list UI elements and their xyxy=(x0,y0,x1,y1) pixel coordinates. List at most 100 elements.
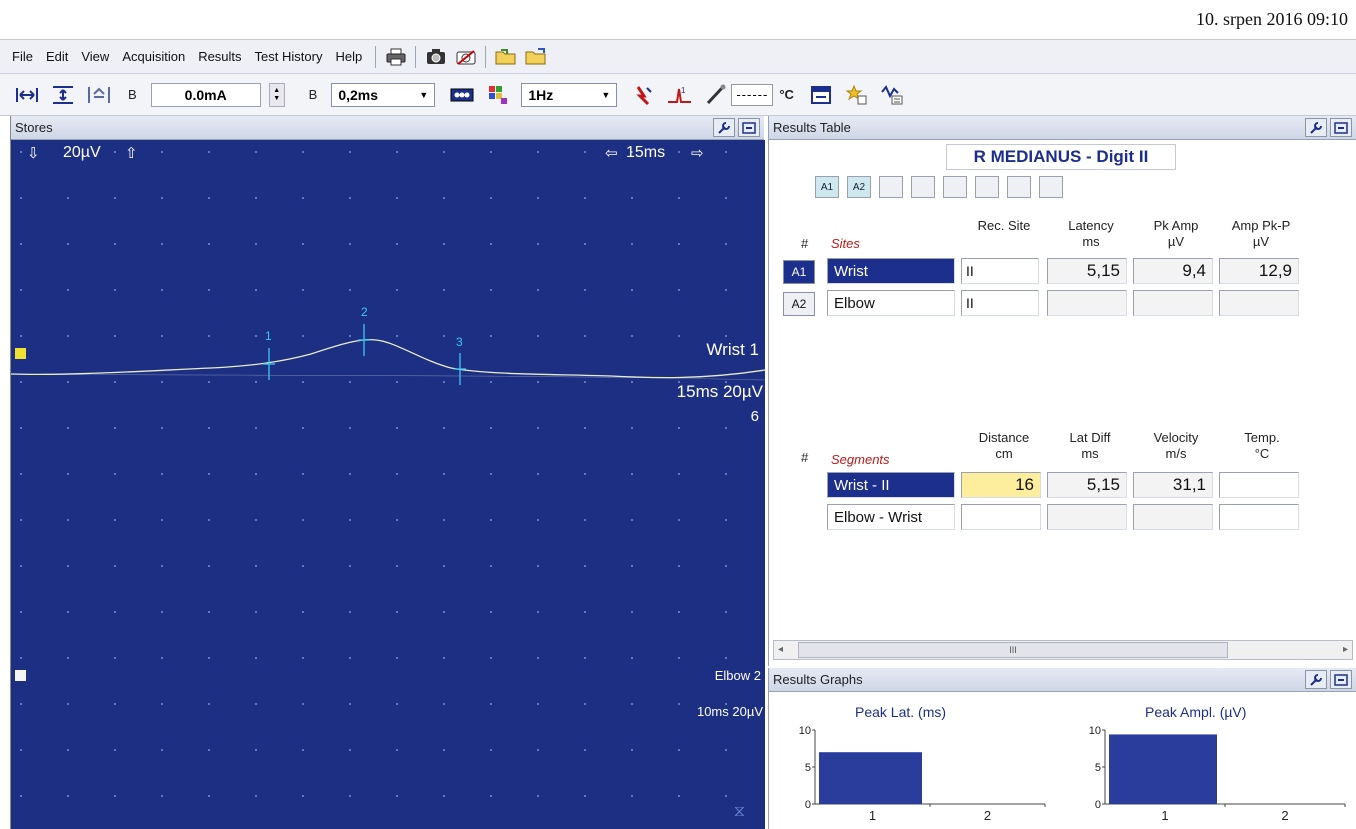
stepper-down-icon[interactable]: ▼ xyxy=(273,94,281,102)
menu-acquisition[interactable]: Acquisition xyxy=(122,49,186,64)
menu-help[interactable]: Help xyxy=(335,49,363,64)
vertical-cursor-icon[interactable] xyxy=(50,83,76,107)
grid-dot xyxy=(678,381,680,383)
printer-icon[interactable] xyxy=(385,47,407,67)
trace-2-selector[interactable] xyxy=(15,670,26,681)
site-name-cell[interactable]: Elbow xyxy=(827,290,955,316)
segment-name-cell[interactable]: Wrist - II xyxy=(827,472,955,498)
panel-menu-icon[interactable] xyxy=(738,118,760,137)
temperature-unit: °C xyxy=(779,87,794,102)
segment-name-cell[interactable]: Elbow - Wrist xyxy=(827,504,955,530)
temp-cell[interactable] xyxy=(1219,472,1299,498)
x-tick-label: 1 xyxy=(1161,808,1168,823)
marker-empty-button[interactable] xyxy=(1007,176,1031,198)
grid-dot xyxy=(67,611,69,613)
grid-dot xyxy=(302,289,304,291)
sensitivity-up-icon[interactable]: ⇧ xyxy=(125,145,138,162)
stimulate-icon[interactable] xyxy=(631,83,657,107)
marker-empty-button[interactable] xyxy=(975,176,999,198)
panel-menu-icon[interactable] xyxy=(1330,118,1352,137)
distance-cell[interactable]: 16 xyxy=(961,472,1041,498)
distance-cell[interactable] xyxy=(961,504,1041,530)
marker-empty-button[interactable] xyxy=(1039,176,1063,198)
grid-dot xyxy=(161,381,163,383)
grid-dot xyxy=(208,335,210,337)
menu-bar: File Edit View Acquisition Results Test … xyxy=(0,40,1356,74)
scroll-left-icon[interactable]: ◂ xyxy=(778,644,784,655)
temp-cell[interactable] xyxy=(1219,504,1299,530)
grid-dot xyxy=(631,519,633,521)
grid-dot xyxy=(114,243,116,245)
single-stimulus-icon[interactable]: 1 xyxy=(667,83,693,107)
horizontal-cursor-icon[interactable] xyxy=(14,83,40,107)
grid-dot xyxy=(725,243,727,245)
timebase-left-icon[interactable]: ⇦ xyxy=(605,145,618,162)
favorites-icon[interactable] xyxy=(844,83,870,107)
trace-1-selector[interactable] xyxy=(15,348,26,359)
grid-dot xyxy=(584,749,586,751)
marker-adjust-icon[interactable] xyxy=(86,83,112,107)
grid-dot xyxy=(396,657,398,659)
duration-select[interactable]: 0,2ms ▼ xyxy=(331,82,436,107)
grid-dot xyxy=(490,427,492,429)
grid-dot xyxy=(20,381,22,383)
grid-dot xyxy=(443,243,445,245)
wrench-icon[interactable] xyxy=(1305,670,1327,689)
rate-select[interactable]: 1Hz ▼ xyxy=(521,82,618,107)
folder-add-icon[interactable] xyxy=(525,47,547,67)
grid-dot xyxy=(67,473,69,475)
graphs-panel-title: Results Graphs xyxy=(773,672,863,687)
rec-site-cell[interactable]: II xyxy=(961,258,1039,284)
panel-menu-icon[interactable] xyxy=(1330,670,1352,689)
grid-dot xyxy=(255,243,257,245)
grid-dot xyxy=(490,703,492,705)
scrollbar-thumb[interactable]: III xyxy=(798,642,1228,658)
pk-amp-cell: 9,4 xyxy=(1133,258,1213,284)
peak-amplitude-chart-title: Peak Ampl. (µV) xyxy=(1145,704,1247,720)
marker-a2-button[interactable]: A2 xyxy=(847,176,871,198)
wrench-icon[interactable] xyxy=(713,118,735,137)
grid-dot xyxy=(631,427,633,429)
grid-dot xyxy=(114,703,116,705)
wrench-icon[interactable] xyxy=(1305,118,1327,137)
stepper-up-icon[interactable]: ▲ xyxy=(273,86,281,94)
current-stepper[interactable]: ▲ ▼ xyxy=(268,82,285,107)
color-pattern-icon[interactable] xyxy=(485,83,511,107)
menu-file[interactable]: File xyxy=(12,49,33,64)
menu-view[interactable]: View xyxy=(81,49,110,64)
camera-off-icon[interactable] xyxy=(455,47,477,67)
menu-results[interactable]: Results xyxy=(198,49,242,64)
rec-site-cell[interactable]: II xyxy=(961,290,1039,316)
menu-edit[interactable]: Edit xyxy=(45,49,69,64)
site-row-a2-label[interactable]: A2 xyxy=(783,292,815,316)
camera-icon[interactable] xyxy=(425,47,447,67)
grid-dot xyxy=(725,335,727,337)
svg-text:1: 1 xyxy=(681,86,686,95)
marker-empty-button[interactable] xyxy=(911,176,935,198)
marker-a1-button[interactable]: A1 xyxy=(815,176,839,198)
grid-dot xyxy=(396,427,398,429)
grid-dot xyxy=(255,749,257,751)
report-icon[interactable] xyxy=(808,83,834,107)
marker-empty-button[interactable] xyxy=(943,176,967,198)
site-row-a1-label[interactable]: A1 xyxy=(783,260,815,284)
marker-empty-button[interactable] xyxy=(879,176,903,198)
temperature-field[interactable]: ------ xyxy=(731,83,774,106)
waveform-settings-icon[interactable] xyxy=(880,83,906,107)
site-name-cell[interactable]: Wrist xyxy=(827,258,955,284)
sensitivity-down-icon[interactable]: ⇩ xyxy=(27,145,40,162)
current-field[interactable]: 0.0mA xyxy=(150,82,261,107)
grid-dot xyxy=(443,519,445,521)
trace-1-label: Wrist 1 xyxy=(706,340,759,359)
menu-test-history[interactable]: Test History xyxy=(254,49,323,64)
grid-dot xyxy=(302,381,304,383)
scroll-right-icon[interactable]: ▸ xyxy=(1342,644,1348,655)
temperature-probe-icon[interactable] xyxy=(703,83,729,107)
grid-dot xyxy=(255,657,257,659)
grid-dot xyxy=(67,197,69,199)
stimulator-icon[interactable] xyxy=(449,83,475,107)
horizontal-scrollbar[interactable]: ◂ III ▸ xyxy=(773,640,1353,660)
folder-open-icon[interactable] xyxy=(495,47,517,67)
timebase-right-icon[interactable]: ⇨ xyxy=(691,145,704,162)
